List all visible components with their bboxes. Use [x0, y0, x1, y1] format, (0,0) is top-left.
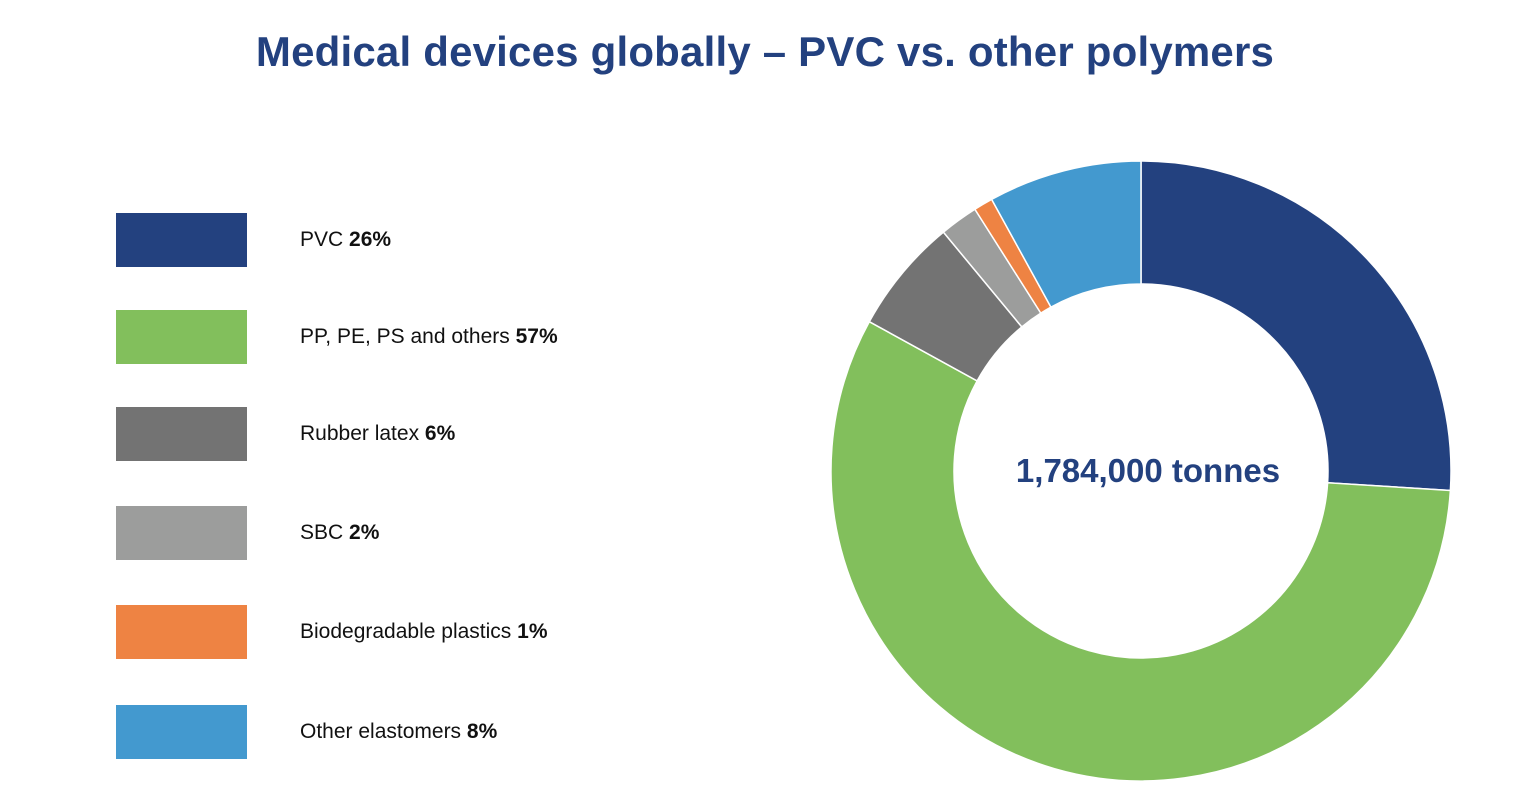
legend-percent: 8%	[466, 720, 498, 743]
legend-item-rubber-latex: Rubber latex 6%	[116, 407, 676, 461]
donut-slice-other-elastomers	[990, 160, 1142, 309]
legend-percent: 57%	[515, 325, 558, 348]
donut-slice-pvc	[1140, 160, 1452, 492]
legend-name: Other elastomers	[300, 720, 462, 743]
legend-percent: 26%	[349, 228, 392, 251]
chart-title: Medical devices globally – PVC vs. other…	[255, 28, 1275, 75]
legend-swatch	[116, 213, 247, 267]
legend-item-pp-pe-ps: PP, PE, PS and others 57%	[116, 310, 676, 364]
legend-swatch	[116, 407, 247, 461]
donut-center-label: 1,784,000 tonnes	[1016, 452, 1280, 489]
legend-name: PVC	[300, 228, 344, 251]
legend-name: PP, PE, PS and others	[300, 325, 510, 348]
legend-label: PVC 26%	[300, 228, 391, 252]
legend-swatch	[116, 506, 247, 560]
legend-label: SBC 2%	[300, 521, 379, 545]
legend-item-biodegradable: Biodegradable plastics 1%	[116, 605, 676, 659]
legend-item-other-elastomers: Other elastomers 8%	[116, 705, 676, 759]
legend-percent: 1%	[517, 620, 548, 643]
legend-item-pvc: PVC 26%	[116, 213, 676, 267]
legend-percent: 6%	[424, 422, 456, 445]
legend-name: SBC	[300, 521, 344, 544]
legend-swatch	[116, 705, 247, 759]
legend-swatch	[116, 605, 247, 659]
legend-label: PP, PE, PS and others 57%	[300, 325, 558, 349]
legend-name: Biodegradable plastics	[300, 620, 512, 643]
donut-slices	[830, 160, 1452, 782]
legend-swatch	[116, 310, 247, 364]
legend-label: Biodegradable plastics 1%	[300, 620, 548, 644]
legend-name: Rubber latex	[300, 422, 420, 445]
legend-label: Rubber latex 6%	[300, 422, 455, 446]
legend-label: Other elastomers 8%	[300, 720, 497, 744]
donut-chart: 1,784,000 tonnes	[830, 160, 1452, 782]
donut-slice-pp-pe-ps-and-others	[830, 320, 1452, 782]
legend-item-sbc: SBC 2%	[116, 506, 676, 560]
legend-percent: 2%	[349, 521, 380, 544]
